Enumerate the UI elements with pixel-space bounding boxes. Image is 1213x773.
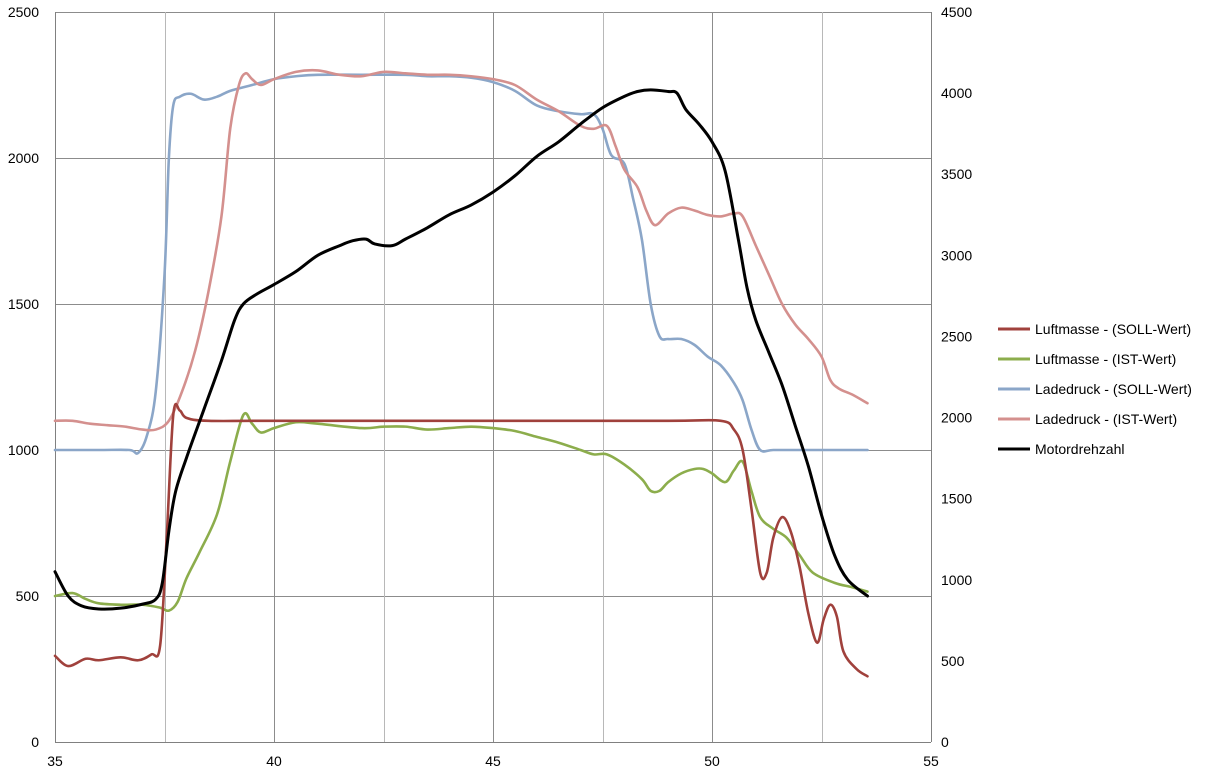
series-line-ladedruck-soll-wert: [53, 73, 869, 455]
y2-tick-label: 500: [941, 653, 965, 669]
x-tick-label: 35: [47, 753, 63, 769]
legend-label-ladedruck-soll-wert: Ladedruck - (SOLL-Wert): [1035, 381, 1192, 397]
x-tick-label: 50: [704, 753, 720, 769]
y2-tick-label: 0: [941, 734, 949, 750]
legend-label-luftmasse-ist-wert: Luftmasse - (IST-Wert): [1035, 351, 1176, 367]
y-tick-label: 2000: [8, 150, 39, 166]
x-tick-label: 40: [266, 753, 282, 769]
y2-tick-label: 2000: [941, 410, 972, 426]
y-tick-label: 1500: [8, 296, 39, 312]
y2-tick-label: 4000: [941, 85, 972, 101]
y-tick-label: 1000: [8, 442, 39, 458]
series-line-luftmasse-soll-wert: [53, 402, 869, 678]
y2-tick-label: 2500: [941, 328, 972, 344]
y2-tick-label: 1500: [941, 491, 972, 507]
legend-label-ladedruck-ist-wert: Ladedruck - (IST-Wert): [1035, 411, 1177, 427]
legend: Luftmasse - (SOLL-Wert) Luftmasse - (IST-…: [998, 321, 1192, 457]
legend-label-luftmasse-soll-wert: Luftmasse - (SOLL-Wert): [1035, 321, 1191, 337]
series-line-motordrehzahl: [53, 88, 869, 611]
series-line-ladedruck-ist-wert: [53, 68, 869, 432]
series-line-luftmasse-ist-wert: [53, 411, 869, 613]
y2-tick-label: 4500: [941, 4, 972, 20]
x-tick-label: 45: [485, 753, 501, 769]
series-lines: [53, 68, 869, 678]
y2-tick-label: 3000: [941, 247, 972, 263]
x-tick-label: 55: [923, 753, 939, 769]
y2-tick-label: 1000: [941, 572, 972, 588]
legend-label-motordrehzahl: Motordrehzahl: [1035, 441, 1125, 457]
y-tick-label: 0: [31, 734, 39, 750]
y-tick-label: 500: [16, 588, 40, 604]
y2-tick-label: 3500: [941, 166, 972, 182]
axes: 0 500 1000 1500 2000 2500 0 500 1000 1500 2000 2500…: [8, 4, 973, 769]
y-tick-label: 2500: [8, 4, 39, 20]
